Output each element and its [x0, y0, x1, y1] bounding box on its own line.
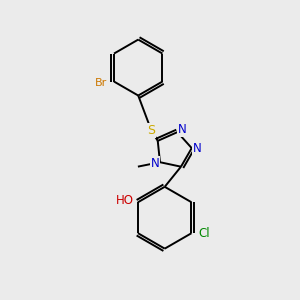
- Text: S: S: [148, 124, 155, 137]
- Text: N: N: [193, 142, 202, 154]
- Text: Cl: Cl: [199, 227, 211, 240]
- Text: Br: Br: [94, 78, 106, 88]
- Text: HO: HO: [116, 194, 134, 207]
- Text: N: N: [178, 123, 187, 136]
- Text: N: N: [151, 157, 159, 170]
